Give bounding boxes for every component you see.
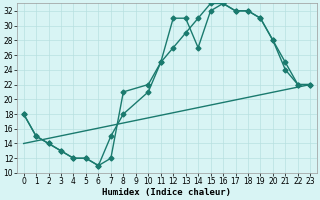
X-axis label: Humidex (Indice chaleur): Humidex (Indice chaleur)	[102, 188, 231, 197]
